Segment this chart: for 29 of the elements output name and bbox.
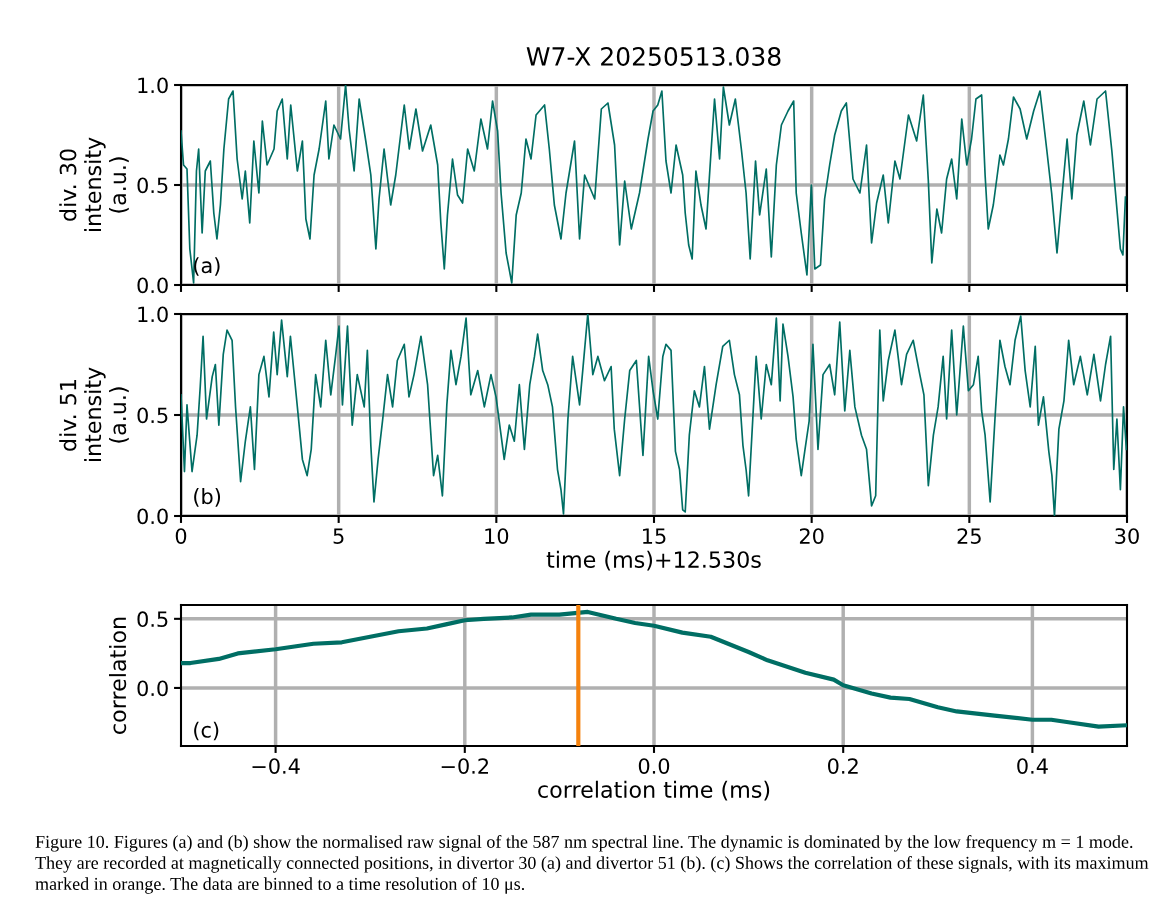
y-tick-label: 0.5 [137,177,168,194]
y-tick-label: 0.0 [137,680,168,697]
y-tick-label: 0.0 [137,508,168,525]
x-tick-label: 20 [799,528,824,544]
x-tick-label: −0.2 [441,758,489,774]
x-tick-label: 30 [1115,528,1139,544]
x-tick-label: −0.4 [252,758,300,774]
y-tick-label: 0.0 [137,277,168,294]
x-tick-label: 10 [485,528,509,544]
y-tick-label: 1.0 [138,306,168,323]
x-tick-label: 25 [957,528,981,544]
x-tick-label: 15 [643,528,666,544]
annotation: (c) [194,721,219,741]
chart-title: W7-X 20250513.038 [526,47,781,66]
y-axis-title: div. 30 intensity (a.u.) [59,137,129,232]
y-tick-label: 0.5 [137,611,168,628]
annotation: (b) [194,488,221,507]
x-axis-title: correlation time (ms) [538,780,770,801]
x-tick-label: 0.0 [638,758,670,774]
x-tick-label: 0 [175,528,187,544]
x-tick-label: 5 [333,528,344,544]
y-tick-label: 0.5 [137,407,168,424]
x-axis-title: time (ms)+12.530s [546,550,761,571]
y-tick-label: 1.0 [138,77,168,94]
y-axis-title: div. 51 intensity (a.u.) [59,367,129,462]
x-tick-label: 0.4 [1017,758,1048,774]
caption: Figure 10. Figures (a) and (b) show the normalised raw signal of the 587 nm spectral line. The dynamic is dominated by the low frequency m = 1 mode. They are recorded at magnetically connected positions, in divertor 30 (a) and divertor 51 (b). (c) Shows the correlation of these signals, with its maximum marked in orange. The data are binned to a time resolution of 10 μs. [35,835,1149,894]
x-tick-label: 0.2 [828,758,858,774]
y-axis-title: correlation [109,617,127,734]
